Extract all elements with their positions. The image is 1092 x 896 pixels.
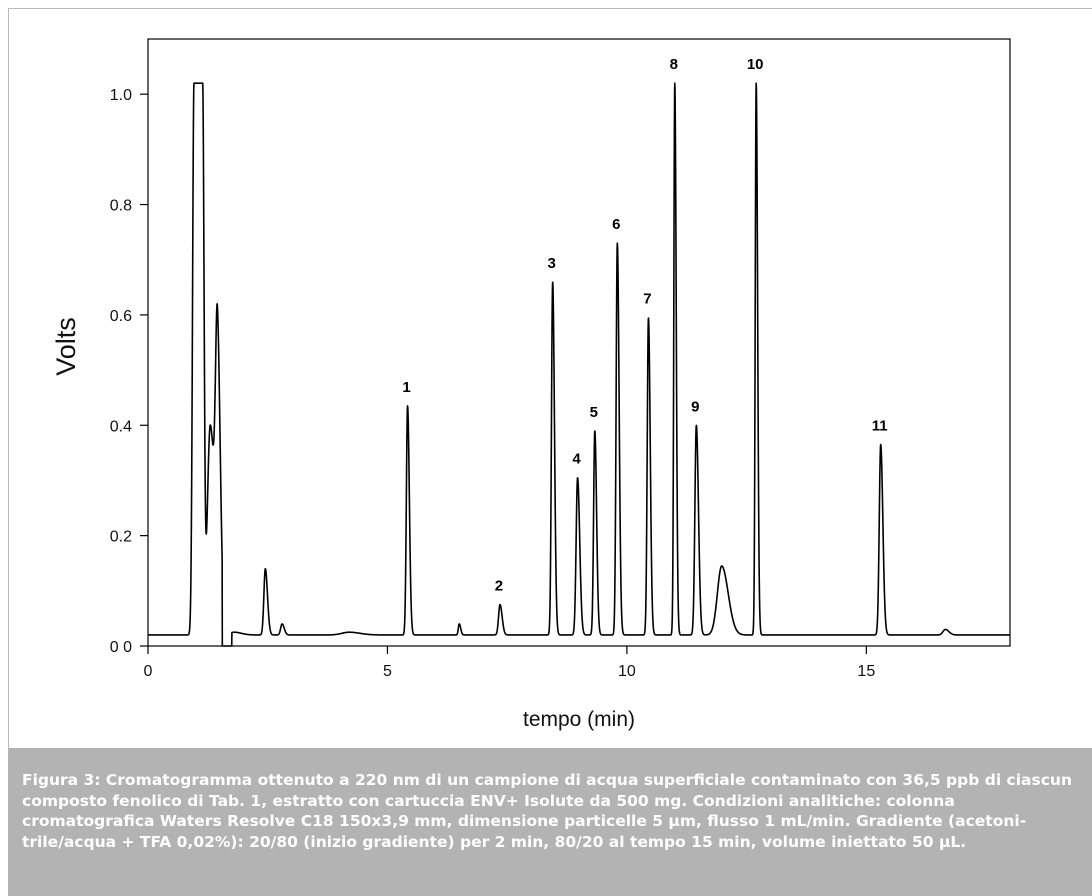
peak-label: 5 [590, 404, 598, 421]
y-tick-label: 0.4 [110, 418, 132, 435]
figure-caption: Figura 3: Cromatogramma ottenuto a 220 n… [22, 771, 1072, 851]
y-tick-label: 1.0 [110, 87, 132, 104]
figure-frame: 0 5 10 15 0 0 0.2 0.4 0.6 0.8 1.0 tempo (min) Volts… [8, 8, 1092, 748]
peak-label: 9 [691, 398, 699, 415]
peak-label: 2 [495, 578, 503, 595]
x-axis-title: tempo (min) [523, 708, 635, 731]
peak-label: 4 [572, 451, 581, 468]
y-tick-label: 0.6 [110, 308, 132, 325]
x-tick-label: 15 [857, 663, 875, 680]
peak-label: 3 [547, 255, 555, 272]
peak-label: 7 [643, 291, 651, 308]
plot-frame [147, 38, 1011, 647]
y-tick-label: 0 0 [110, 639, 132, 656]
peak-label: 1 [402, 379, 410, 396]
x-tick-label: 10 [618, 663, 636, 680]
x-tick-label: 5 [383, 663, 392, 680]
chromatogram-trace [147, 82, 1011, 647]
caption-box: Figura 3: Cromatogramma ottenuto a 220 n… [8, 748, 1092, 896]
peak-label: 11 [872, 418, 888, 435]
x-tick-label: 0 [144, 663, 153, 680]
y-axis-title: Volts [51, 317, 81, 376]
y-tick-label: 0.8 [110, 198, 132, 215]
peak-label: 6 [612, 216, 620, 233]
y-tick-label: 0.2 [110, 529, 132, 546]
peak-label: 8 [670, 56, 678, 73]
peak-label: 10 [747, 56, 764, 73]
